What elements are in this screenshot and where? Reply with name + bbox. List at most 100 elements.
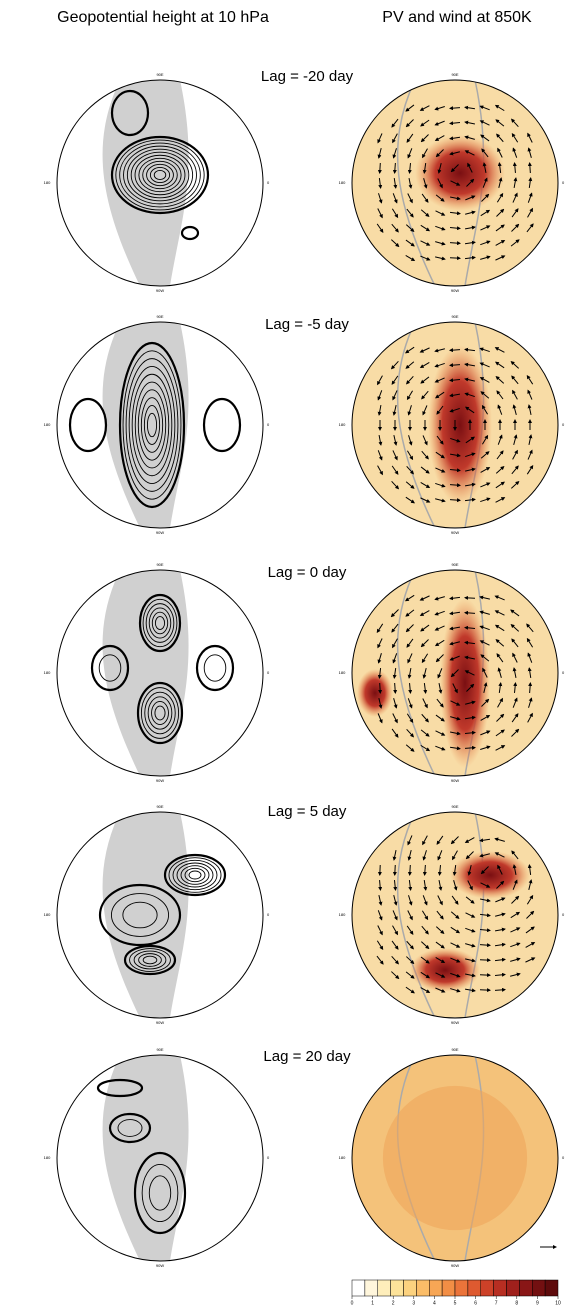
wind-arrow bbox=[530, 163, 531, 173]
pv-field bbox=[357, 669, 393, 717]
colorbar-swatch bbox=[442, 1280, 455, 1296]
map-label: 90E bbox=[156, 314, 163, 319]
wind-arrow bbox=[395, 865, 396, 875]
colorbar-swatch bbox=[429, 1280, 442, 1296]
lag-label: Lag = -5 day bbox=[265, 316, 349, 333]
wind-arrow bbox=[465, 598, 475, 599]
colorbar-swatch bbox=[532, 1280, 545, 1296]
colorbar-tick-label: 6 bbox=[474, 1300, 477, 1306]
colorbar-swatch bbox=[352, 1280, 365, 1296]
wind-arrow bbox=[450, 500, 460, 501]
colorbar-tick-label: 8 bbox=[515, 1300, 518, 1306]
map-label: 90W bbox=[451, 778, 459, 783]
pv-map bbox=[352, 322, 558, 528]
map-label: 0 bbox=[267, 1155, 270, 1160]
lag-label: Lag = 5 day bbox=[268, 803, 347, 820]
panel-row: Lag = 20 day 90E 90W 180 0 90E 90W 180 0 bbox=[44, 1047, 565, 1268]
map-label: 90E bbox=[156, 804, 163, 809]
pv-map bbox=[352, 570, 558, 776]
panel-row: Lag = 5 day90E90W180090E90W1800 bbox=[44, 803, 565, 1025]
colorbar-swatch bbox=[416, 1280, 429, 1296]
map-label: 0 bbox=[562, 1155, 565, 1160]
figure: Geopotential height at 10 hPa PV and win… bbox=[0, 0, 567, 1307]
map-label: 180 bbox=[339, 1155, 346, 1160]
map-label: 90W bbox=[451, 288, 459, 293]
map-label: 90W bbox=[156, 1263, 164, 1268]
wind-arrow bbox=[465, 613, 475, 614]
map-label: 180 bbox=[44, 180, 51, 185]
colorbar-swatch bbox=[378, 1280, 391, 1296]
colorbar-swatch bbox=[519, 1280, 532, 1296]
map-label: 0 bbox=[562, 670, 565, 675]
map-label: 90W bbox=[451, 530, 459, 535]
colorbar-tick-label: 2 bbox=[392, 1300, 395, 1306]
colorbar-swatch bbox=[481, 1280, 494, 1296]
panel-row: Lag = 0 day 90E 90W 180 0 90E 90W 180 0 bbox=[44, 562, 565, 783]
map-label: 180 bbox=[44, 912, 51, 917]
colorbar-tick-label: 0 bbox=[351, 1300, 354, 1306]
colorbar-tick-label: 9 bbox=[536, 1300, 539, 1306]
pv-field bbox=[415, 135, 505, 211]
map-label: 90E bbox=[451, 1047, 458, 1052]
map-label: 0 bbox=[562, 422, 565, 427]
colorbar-swatch bbox=[507, 1280, 520, 1296]
panels: Lag = -20 day90E90W180090E90W1800Lag = -… bbox=[44, 68, 565, 1268]
map-label: 90E bbox=[451, 562, 458, 567]
colorbar-swatch bbox=[404, 1280, 417, 1296]
colorbar-swatch bbox=[494, 1280, 507, 1296]
wind-arrow bbox=[480, 960, 490, 961]
colorbar-swatch bbox=[455, 1280, 468, 1296]
colorbar-tick-label: 3 bbox=[412, 1300, 415, 1306]
map-label: 180 bbox=[44, 422, 51, 427]
colorbar-tick-label: 4 bbox=[433, 1300, 436, 1306]
map-label: 0 bbox=[562, 912, 565, 917]
map-label: 90E bbox=[156, 72, 163, 77]
pv-map bbox=[352, 812, 558, 1018]
colorbar-tick-label: 1 bbox=[371, 1300, 374, 1306]
wind-arrow bbox=[450, 350, 460, 351]
colorbar-swatch bbox=[468, 1280, 481, 1296]
map-label: 180 bbox=[44, 670, 51, 675]
wind-arrow bbox=[380, 163, 381, 173]
pv-map bbox=[352, 80, 558, 286]
pv-field bbox=[383, 1086, 527, 1230]
map-label: 180 bbox=[339, 670, 346, 675]
colorbar-swatch bbox=[365, 1280, 378, 1296]
map-label: 90W bbox=[451, 1263, 459, 1268]
map-label: 0 bbox=[267, 670, 270, 675]
map-label: 90W bbox=[156, 1020, 164, 1025]
pv-field bbox=[428, 345, 492, 505]
height-map bbox=[57, 1055, 263, 1261]
pv-field bbox=[410, 948, 480, 992]
lag-label: Lag = 0 day bbox=[268, 564, 347, 581]
map-label: 90W bbox=[156, 288, 164, 293]
colorbar-swatch bbox=[545, 1280, 558, 1296]
colorbar-swatch bbox=[391, 1280, 404, 1296]
lag-label: Lag = 20 day bbox=[263, 1048, 351, 1065]
wind-arrow bbox=[410, 865, 411, 875]
colorbar-tick-label: 7 bbox=[495, 1300, 498, 1306]
map-label: 90E bbox=[156, 1047, 163, 1052]
height-map bbox=[57, 322, 263, 528]
wind-arrow bbox=[480, 945, 490, 946]
map-label: 0 bbox=[562, 180, 565, 185]
column-title: Geopotential height at 10 hPa bbox=[57, 9, 269, 26]
map-label: 90E bbox=[451, 314, 458, 319]
map-label: 180 bbox=[339, 422, 346, 427]
colorbar-tick-label: 10 bbox=[555, 1300, 561, 1306]
map-label: 0 bbox=[267, 912, 270, 917]
pv-field bbox=[440, 598, 490, 768]
map-label: 90E bbox=[451, 804, 458, 809]
pv-map bbox=[352, 1055, 558, 1261]
map-label: 180 bbox=[44, 1155, 51, 1160]
wind-arrow bbox=[450, 243, 460, 244]
height-map bbox=[57, 812, 263, 1018]
height-map bbox=[57, 80, 263, 286]
map-label: 90E bbox=[156, 562, 163, 567]
map-label: 90W bbox=[156, 778, 164, 783]
map-label: 180 bbox=[339, 180, 346, 185]
column-title: PV and wind at 850K bbox=[382, 9, 532, 26]
wind-arrow bbox=[395, 683, 396, 693]
